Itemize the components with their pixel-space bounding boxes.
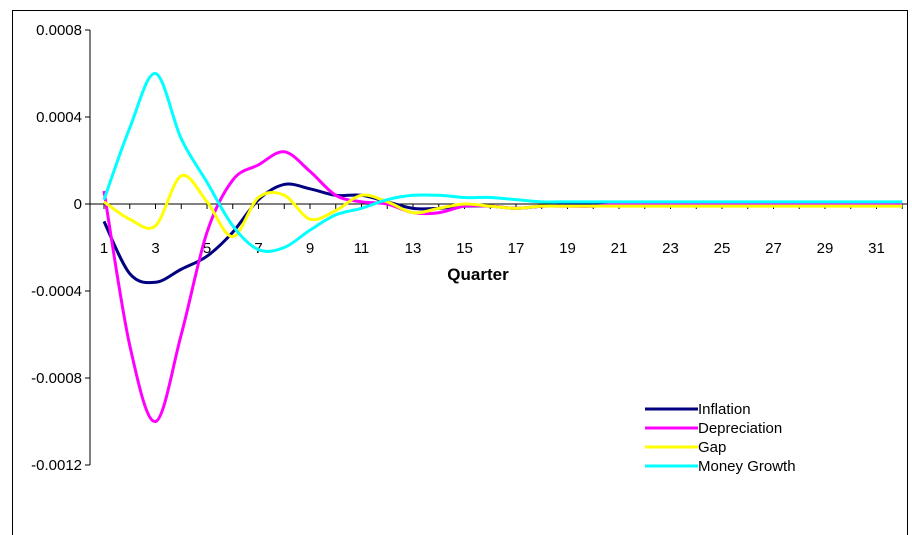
y-tick-label: -0.0012 (31, 457, 82, 474)
y-tick-label: 0.0004 (36, 109, 82, 126)
x-tick-label: 29 (817, 240, 834, 257)
series-line-depreciation (102, 150, 903, 423)
series-line-gap (103, 173, 903, 239)
legend: Inflation Depreciation Gap Money Growth (645, 401, 796, 475)
series-line-money-growth (102, 72, 903, 253)
x-tick-label: 21 (611, 240, 628, 257)
x-tick-label: 15 (456, 240, 473, 257)
x-tick-label: 19 (559, 240, 576, 257)
x-tick-label: 3 (151, 240, 159, 257)
legend-label: Inflation (698, 401, 751, 418)
chart-frame (12, 10, 908, 535)
x-tick-label: 17 (508, 240, 525, 257)
y-ticks: 0.0008 0.0004 0 -0.0004 -0.0008 -0.0012 (31, 22, 90, 474)
x-tick-label: 23 (662, 240, 679, 257)
x-tick-label: 1 (100, 240, 108, 257)
legend-label: Money Growth (698, 458, 796, 475)
x-tick-label: 11 (354, 240, 370, 257)
x-tick-label: 5 (203, 240, 211, 257)
x-axis-title: Quarter (447, 265, 509, 284)
x-tick-label: 13 (405, 240, 422, 257)
x-tick-label: 27 (765, 240, 782, 257)
x-tick-label: 25 (714, 240, 731, 257)
legend-label: Gap (698, 439, 726, 456)
x-tick-label: 9 (306, 240, 314, 257)
y-tick-label: 0 (74, 196, 82, 213)
x-ticks: 1 3 5 7 9 11 13 15 17 19 21 23 25 27 29 31 (100, 204, 903, 257)
y-tick-label: -0.0008 (31, 370, 82, 387)
y-tick-label: -0.0004 (31, 283, 82, 300)
legend-label: Depreciation (698, 420, 782, 437)
series-lines (102, 72, 903, 423)
x-tick-label: 31 (868, 240, 885, 257)
y-tick-label: 0.0008 (36, 22, 82, 39)
